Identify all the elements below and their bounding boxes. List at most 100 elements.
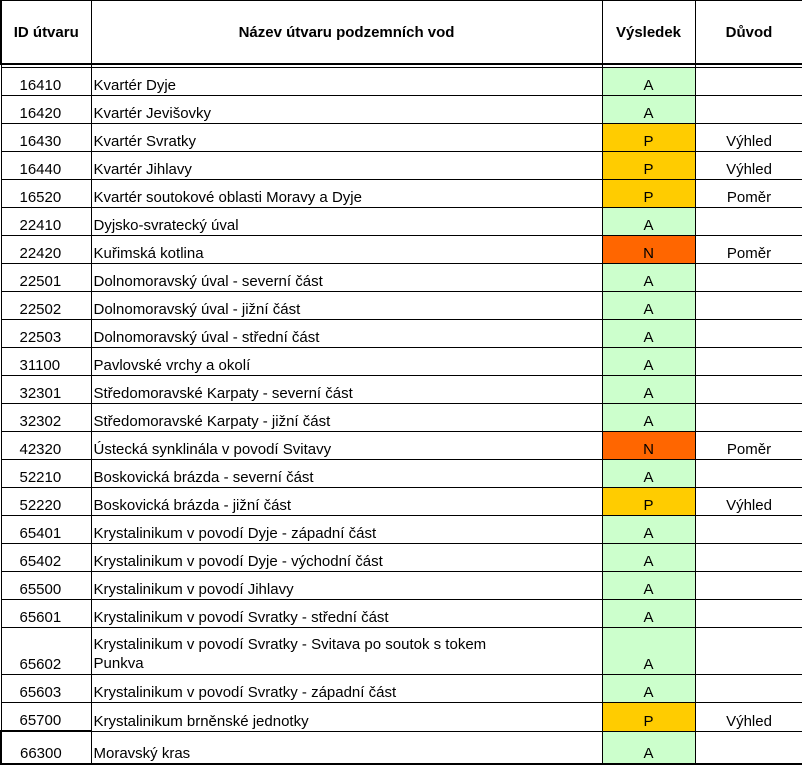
cell-result: A (601, 263, 696, 292)
cell-id: 65401 (0, 515, 92, 544)
table-body: 16410 Kvartér Dyje A 16420 Kvartér Jevišovky… (0, 63, 802, 765)
cell-name: Krystalinikum brněnské jednotky (90, 702, 603, 732)
table-row: 52220 Boskovická brázda - jižní část P Výhl… (0, 487, 802, 516)
table-row: 52210 Boskovická brázda - severní část A (0, 459, 802, 488)
cell-reason (694, 67, 802, 96)
cell-name: Krystalinikum v povodí Svratky - střední… (90, 599, 603, 628)
cell-id: 65500 (0, 571, 92, 600)
cell-reason (694, 291, 802, 320)
cell-reason (694, 459, 802, 488)
cell-id: 16520 (0, 179, 92, 208)
cell-id: 16440 (0, 151, 92, 180)
cell-result: A (601, 403, 696, 432)
cell-result: A (601, 599, 696, 628)
table-row: 22503 Dolnomoravský úval - střední část A (0, 319, 802, 348)
cell-name: Boskovická brázda - jižní část (90, 487, 603, 516)
cell-name: Kvartér Jevišovky (90, 95, 603, 124)
cell-name: Krystalinikum v povodí Dyje - východní č… (90, 543, 603, 572)
table-row: 65700 Krystalinikum brněnské jednotky P Výh… (0, 702, 802, 732)
cell-result: A (601, 627, 696, 675)
cell-name: Dolnomoravský úval - severní část (90, 263, 603, 292)
cell-reason: Poměr (694, 431, 802, 460)
cell-name: Boskovická brázda - severní část (90, 459, 603, 488)
table-row: 16430 Kvartér Svratky P Výhled (0, 123, 802, 152)
cell-result: A (601, 67, 696, 96)
cell-result: P (601, 487, 696, 516)
cell-id: 65603 (0, 674, 92, 703)
cell-reason (694, 347, 802, 376)
cell-id: 16410 (0, 67, 92, 96)
cell-result: P (601, 702, 696, 732)
cell-name: Kvartér Jihlavy (90, 151, 603, 180)
cell-name: Dolnomoravský úval - střední část (90, 319, 603, 348)
table-row: 65500 Krystalinikum v povodí Jihlavy A (0, 571, 802, 600)
cell-id: 32301 (0, 375, 92, 404)
cell-id: 22410 (0, 207, 92, 236)
cell-result: P (601, 123, 696, 152)
cell-reason (694, 599, 802, 628)
cell-result: A (601, 347, 696, 376)
cell-name: Ústecká synklinála v povodí Svitavy (90, 431, 603, 460)
table-row: 31100 Pavlovské vrchy a okolí A (0, 347, 802, 376)
cell-id: 52220 (0, 487, 92, 516)
cell-result: N (601, 235, 696, 264)
cell-result: N (601, 431, 696, 460)
cell-name: Kvartér soutokové oblasti Moravy a Dyje (90, 179, 603, 208)
cell-result: A (601, 375, 696, 404)
cell-id: 32302 (0, 403, 92, 432)
table-row: 22501 Dolnomoravský úval - severní část A (0, 263, 802, 292)
cell-reason: Výhled (694, 702, 802, 732)
cell-id: 22501 (0, 263, 92, 292)
cell-id: 65402 (0, 543, 92, 572)
cell-reason (694, 207, 802, 236)
table-row: 16410 Kvartér Dyje A (0, 67, 802, 96)
cell-result: A (601, 571, 696, 600)
cell-name: Dyjsko-svratecký úval (90, 207, 603, 236)
cell-name: Středomoravské Karpaty - jižní část (90, 403, 603, 432)
cell-result: P (601, 179, 696, 208)
header-result: Výsledek (601, 0, 696, 65)
cell-id: 22502 (0, 291, 92, 320)
cell-result: A (601, 207, 696, 236)
cell-name: Dolnomoravský úval - jižní část (90, 291, 603, 320)
table-row: 16520 Kvartér soutokové oblasti Moravy a … (0, 179, 802, 208)
table-row: 42320 Ústecká synklinála v povodí Svitavy… (0, 431, 802, 460)
cell-reason (694, 375, 802, 404)
cell-result: A (601, 674, 696, 703)
cell-id: 31100 (0, 347, 92, 376)
cell-reason: Poměr (694, 179, 802, 208)
table-row: 32302 Středomoravské Karpaty - jižní část… (0, 403, 802, 432)
header-name: Název útvaru podzemních vod (90, 0, 603, 65)
table-row: 65603 Krystalinikum v povodí Svratky - zá… (0, 674, 802, 703)
header-row: ID útvaru Název útvaru podzemních vod Vý… (0, 0, 802, 65)
cell-name: Středomoravské Karpaty - severní část (90, 375, 603, 404)
cell-reason: Výhled (694, 487, 802, 516)
cell-id: 22503 (0, 319, 92, 348)
cell-id: 65601 (0, 599, 92, 628)
table-row: 16440 Kvartér Jihlavy P Výhled (0, 151, 802, 180)
cell-reason: Výhled (694, 151, 802, 180)
table-row: 65401 Krystalinikum v povodí Dyje - západ… (0, 515, 802, 544)
cell-name: Krystalinikum v povodí Svratky - západní… (90, 674, 603, 703)
cell-id: 16430 (0, 123, 92, 152)
cell-name: Krystalinikum v povodí Jihlavy (90, 571, 603, 600)
cell-name: Krystalinikum v povodí Svratky - Svitava… (90, 627, 603, 675)
table-row: 65601 Krystalinikum v povodí Svratky - st… (0, 599, 802, 628)
table-row: 22420 Kuřimská kotlina N Poměr (0, 235, 802, 264)
cell-result: A (601, 319, 696, 348)
cell-reason (694, 627, 802, 675)
cell-name: Pavlovské vrchy a okolí (90, 347, 603, 376)
cell-reason (694, 515, 802, 544)
cell-result: A (601, 291, 696, 320)
cell-reason (694, 95, 802, 124)
cell-id: 16420 (0, 95, 92, 124)
cell-result: A (601, 459, 696, 488)
table-row: 22502 Dolnomoravský úval - jižní část A (0, 291, 802, 320)
cell-name: Kuřimská kotlina (90, 235, 603, 264)
table-row: 32301 Středomoravské Karpaty - severní čá… (0, 375, 802, 404)
cell-id: 52210 (0, 459, 92, 488)
cell-reason (694, 571, 802, 600)
cell-result: A (601, 95, 696, 124)
cell-reason (694, 263, 802, 292)
